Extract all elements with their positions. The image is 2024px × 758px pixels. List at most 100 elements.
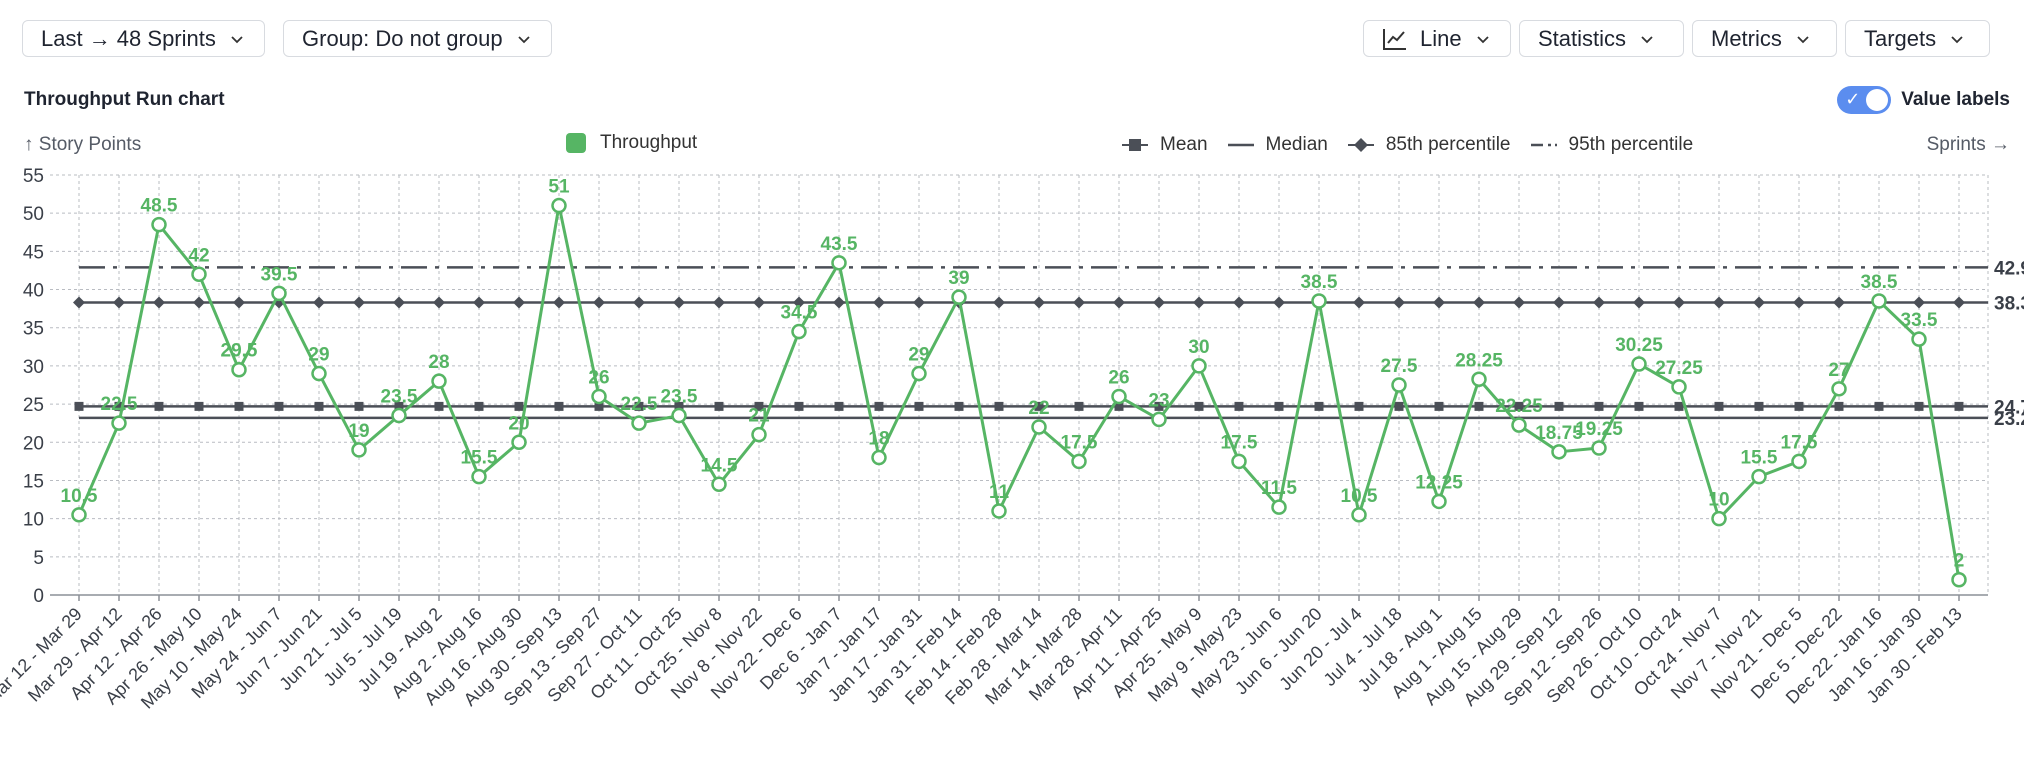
p85-marker — [1513, 296, 1525, 309]
p85-marker — [1553, 296, 1565, 309]
data-label: 29 — [308, 345, 329, 366]
data-point[interactable] — [871, 449, 887, 466]
mean-marker — [474, 401, 484, 411]
p85-marker — [1353, 296, 1365, 309]
legend-median[interactable]: Median — [1227, 134, 1328, 156]
data-point[interactable] — [711, 476, 727, 493]
data-point[interactable] — [271, 285, 287, 302]
chart-type-dropdown[interactable]: Line — [1363, 20, 1511, 57]
data-point[interactable] — [751, 426, 767, 443]
data-point[interactable] — [71, 507, 87, 523]
chart-title: Throughput Run chart — [24, 89, 225, 110]
group-dropdown[interactable]: Group: Do not group — [283, 20, 552, 57]
data-point[interactable] — [1871, 293, 1887, 309]
data-point[interactable] — [911, 365, 927, 382]
data-point[interactable] — [1391, 377, 1407, 393]
data-point[interactable] — [1671, 379, 1687, 395]
mean-marker — [1074, 401, 1084, 411]
data-label: 20 — [508, 413, 529, 434]
sprint-range-dropdown[interactable]: Last → 48 Sprints — [22, 20, 265, 57]
p85-marker — [1633, 296, 1645, 309]
data-point[interactable] — [1471, 371, 1487, 388]
mean-marker — [1114, 401, 1124, 411]
data-label: 23 — [1148, 390, 1169, 411]
y-tick-label: 20 — [23, 433, 44, 454]
statistics-dropdown[interactable]: Statistics — [1519, 20, 1684, 57]
data-point[interactable] — [1831, 381, 1847, 397]
data-point[interactable] — [471, 468, 487, 485]
legend-swatch — [566, 133, 586, 153]
data-point[interactable] — [1631, 356, 1647, 372]
legend-95th-percentile[interactable]: 95th percentile — [1530, 134, 1693, 156]
data-point[interactable] — [671, 407, 687, 424]
data-point[interactable] — [151, 216, 167, 233]
data-point[interactable] — [1351, 507, 1367, 523]
data-point[interactable] — [991, 503, 1007, 519]
legend-mean[interactable]: Mean — [1122, 134, 1208, 156]
data-point[interactable] — [1751, 468, 1767, 485]
data-point[interactable] — [1071, 453, 1087, 470]
data-point[interactable] — [431, 373, 447, 389]
data-point[interactable] — [1231, 453, 1247, 470]
data-point[interactable] — [1711, 510, 1727, 527]
data-point[interactable] — [1191, 358, 1207, 374]
data-point[interactable] — [951, 289, 967, 305]
mean-marker — [1634, 401, 1644, 411]
data-point[interactable] — [1111, 388, 1127, 405]
data-point[interactable] — [391, 407, 407, 424]
chevron-down-icon — [1476, 35, 1489, 43]
data-point[interactable] — [511, 434, 527, 451]
p85-marker — [1113, 296, 1125, 309]
stat-line-mean: 24.7 — [74, 397, 2024, 418]
legend-85th-percentile[interactable]: 85th percentile — [1347, 134, 1511, 156]
data-label: 28 — [428, 352, 449, 373]
data-point[interactable] — [1951, 571, 1967, 588]
legend-series-throughput[interactable]: Throughput — [566, 132, 697, 154]
metrics-dropdown[interactable]: Metrics — [1692, 20, 1837, 57]
data-point[interactable] — [1151, 411, 1167, 428]
data-point[interactable] — [231, 361, 247, 378]
data-point[interactable] — [351, 442, 367, 458]
y-tick-label: 15 — [23, 471, 44, 492]
data-point[interactable] — [111, 415, 127, 431]
data-label: 23.5 — [381, 387, 418, 408]
data-label: 12.25 — [1415, 472, 1463, 493]
data-point[interactable] — [1911, 331, 1927, 347]
data-point[interactable] — [1031, 419, 1047, 435]
mean-marker — [1354, 401, 1364, 411]
data-point[interactable] — [1791, 453, 1807, 470]
data-point[interactable] — [191, 266, 207, 283]
data-point[interactable] — [1551, 444, 1567, 460]
p85-marker — [1033, 296, 1045, 309]
data-point[interactable] — [1511, 417, 1527, 433]
data-point[interactable] — [1311, 293, 1327, 309]
p85-marker — [73, 296, 85, 309]
mean-marker — [594, 401, 604, 411]
data-point[interactable] — [631, 415, 647, 431]
p85-marker — [1673, 296, 1685, 309]
data-point[interactable] — [1591, 440, 1607, 456]
line-marker-icon — [1227, 143, 1254, 147]
mean-marker — [1754, 401, 1764, 411]
mean-marker — [1474, 401, 1484, 411]
data-point[interactable] — [591, 388, 607, 405]
data-point[interactable] — [831, 255, 847, 271]
data-point[interactable] — [791, 323, 807, 340]
p85-marker — [673, 296, 685, 309]
data-label: 38.5 — [1861, 272, 1898, 293]
value-labels-toggle[interactable]: ✓ — [1837, 86, 1892, 114]
data-label: 29.5 — [221, 341, 258, 362]
data-point[interactable] — [551, 197, 567, 214]
data-label: 2 — [1954, 551, 1965, 572]
data-point[interactable] — [1271, 499, 1287, 515]
throughput-series: 10.5 22.5 48.5 42 29.5 39.5 29 19 23.5 28 15.5 20 51… — [61, 177, 1967, 588]
p85-marker — [793, 296, 805, 309]
p85-marker — [1833, 296, 1845, 309]
mean-marker — [1714, 401, 1724, 411]
targets-dropdown[interactable]: Targets — [1845, 20, 1990, 57]
y-tick-label: 45 — [23, 242, 44, 263]
data-point[interactable] — [311, 365, 327, 382]
mean-marker — [634, 401, 644, 411]
y-tick-label: 25 — [23, 395, 44, 416]
data-point[interactable] — [1431, 493, 1447, 510]
